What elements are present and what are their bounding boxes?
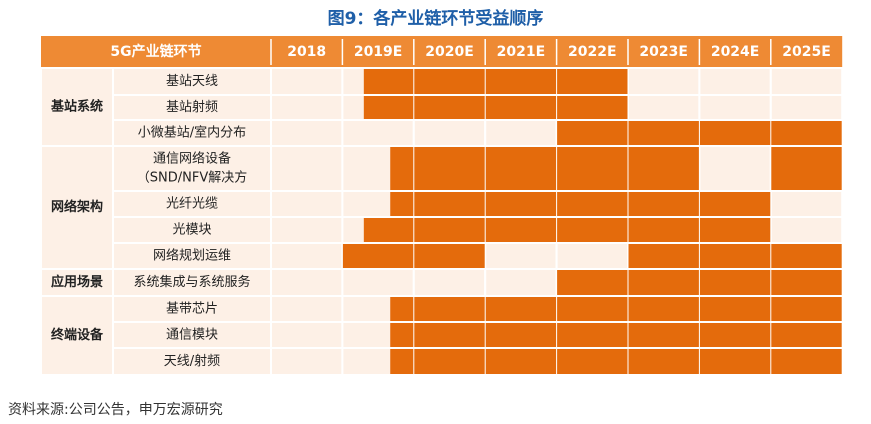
row-label-7-0: 系统集成与系统服务 (133, 274, 250, 290)
grid-cell (627, 67, 701, 96)
group-cell (40, 295, 114, 376)
grid-cell (484, 268, 558, 297)
row-name-cell (112, 295, 272, 323)
chart-title: 图9：各产业链环节受益顺序 (327, 9, 544, 29)
grid-cell (341, 268, 415, 297)
group-label-2: 应用场景 (51, 274, 103, 290)
row-name-cell (112, 347, 272, 376)
benefit-bar-6-1 (628, 244, 843, 268)
row-label-8-0: 基带芯片 (166, 302, 218, 317)
row-label-9-0: 通信模块 (166, 328, 218, 343)
benefit-bar-10-0 (390, 349, 843, 374)
grid-cell (412, 268, 487, 297)
row-name-cell (112, 94, 272, 121)
grid-cell (555, 242, 629, 270)
grid-cell (270, 94, 344, 121)
row-label-4-0: 光纤光缆 (166, 196, 218, 212)
benefit-bar-9-0 (390, 323, 843, 347)
row-label-5-0: 光模块 (172, 223, 211, 238)
header-label: 5G产业链环节 (110, 43, 201, 60)
year-header-2020E: 2020E (425, 44, 474, 60)
grid-cell (270, 190, 344, 218)
grid-cell (627, 94, 701, 121)
group-label-1: 网络架构 (51, 199, 103, 215)
group-label-3: 终端设备 (51, 327, 104, 343)
year-header-2025E: 2025E (782, 44, 831, 60)
row-label-2-0: 小微基站/室内分布 (138, 125, 246, 141)
grid-cell (270, 295, 344, 323)
group-cell (40, 145, 114, 270)
benefit-bar-3-0 (390, 147, 700, 190)
group-label-0: 基站系统 (50, 99, 103, 115)
grid-cell (769, 67, 844, 96)
grid-cell (270, 119, 344, 147)
row-label-6-0: 网络规划运维 (153, 248, 231, 264)
grid-cell (698, 67, 772, 96)
row-label-1-0: 基站射频 (166, 99, 218, 115)
grid-cell (270, 216, 344, 244)
grid-cell (270, 268, 344, 297)
grid-cell (698, 145, 772, 192)
row-name-cell (112, 321, 272, 349)
year-header-2018: 2018 (287, 44, 326, 60)
benefit-bar-5-0 (363, 218, 771, 242)
grid-cell (769, 216, 844, 244)
grid-cell (270, 145, 344, 192)
header-band (41, 36, 843, 68)
grid-cell (270, 321, 344, 349)
row-label-3-1: （SND/NFV解决方 (137, 170, 247, 186)
grid-cell (270, 67, 344, 96)
grid-cell (484, 242, 558, 270)
benefit-bar-1-0 (363, 96, 628, 119)
group-cell (40, 67, 114, 147)
grid-cell (270, 347, 344, 376)
year-header-2019E: 2019E (354, 44, 403, 60)
benefit-bar-4-0 (390, 192, 771, 216)
benefit-bar-8-0 (390, 297, 843, 321)
benefit-bar-3-1 (770, 147, 843, 190)
source-note: 资料来源:公司公告，申万宏源研究 (8, 402, 223, 418)
row-label-0-0: 基站天线 (166, 74, 218, 89)
benefit-bar-0-0 (363, 69, 628, 94)
grid-cell (698, 94, 772, 121)
grid-cell (484, 119, 558, 147)
year-header-2024E: 2024E (711, 44, 760, 60)
row-name-cell (112, 145, 272, 192)
year-header-2023E: 2023E (639, 44, 688, 60)
row-label-3-0: 通信网络设备 (153, 151, 231, 167)
year-header-2022E: 2022E (568, 44, 617, 60)
grid-cell (769, 190, 844, 218)
grid-cell (270, 242, 344, 270)
year-header-2021E: 2021E (497, 44, 546, 60)
grid-cell (412, 119, 487, 147)
grid-cell (341, 119, 415, 147)
row-label-10-0: 天线/射频 (164, 353, 220, 369)
grid-cell (769, 94, 844, 121)
